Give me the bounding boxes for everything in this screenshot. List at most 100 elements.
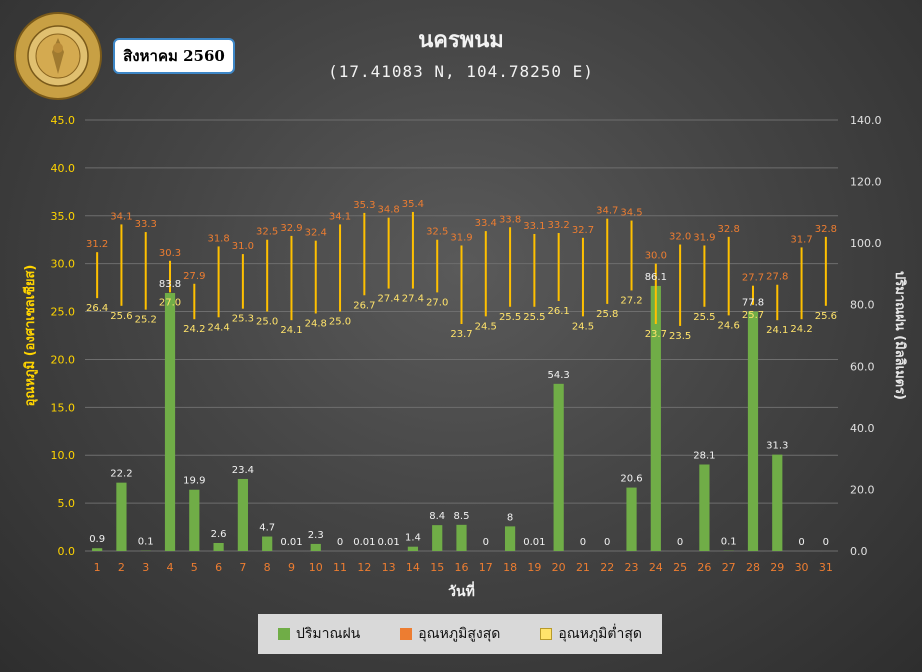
right-axis-tick-label: 100.0 — [850, 237, 882, 250]
rain-value-label: 0 — [580, 537, 586, 548]
rain-bar — [213, 542, 224, 551]
temperature-range-bar — [460, 245, 463, 325]
right-axis-tick-label: 40.0 — [850, 422, 875, 435]
temperature-range-bar — [800, 247, 803, 320]
temperature-range-bar — [727, 236, 730, 316]
x-axis-tick-label: 6 — [215, 561, 222, 574]
left-axis-tick-label: 15.0 — [51, 401, 76, 414]
rain-value-label: 8.5 — [454, 511, 470, 522]
right-axis-tick-label: 0.0 — [850, 545, 868, 558]
tmax-label: 31.8 — [207, 233, 229, 244]
left-axis-tick-label: 20.0 — [51, 353, 76, 366]
temperature-range-bar — [679, 244, 682, 326]
tmax-label: 33.3 — [135, 219, 157, 230]
rain-value-label: 77.8 — [742, 297, 764, 308]
tmax-label: 33.8 — [499, 214, 521, 225]
right-axis-tick-label: 20.0 — [850, 483, 875, 496]
tmax-label: 34.7 — [596, 206, 618, 217]
left-axis-tick-label: 25.0 — [51, 306, 76, 319]
temperature-range-bar — [217, 246, 220, 318]
x-axis-tick-label: 28 — [746, 561, 760, 574]
rain-value-label: 2.6 — [211, 529, 227, 540]
tmin-label: 27.0 — [426, 297, 448, 308]
rain-bar — [262, 536, 273, 551]
tmin-label: 27.2 — [620, 295, 642, 306]
rain-bar — [432, 525, 443, 551]
temperature-range-bar — [411, 211, 414, 289]
tmax-label: 31.2 — [86, 239, 108, 250]
rain-value-label: 0.01 — [353, 537, 375, 548]
rain-value-label: 54.3 — [548, 370, 570, 381]
tmin-label: 26.4 — [86, 303, 108, 314]
tmin-label: 25.0 — [329, 317, 351, 328]
temperature-range-bar — [533, 233, 536, 307]
rain-bar — [237, 478, 248, 551]
x-axis-tick-label: 7 — [239, 561, 246, 574]
tmax-label: 33.1 — [523, 221, 545, 232]
month-year-badge: สิงหาคม 2560 — [113, 38, 235, 74]
rain-bar — [407, 546, 419, 551]
x-axis-tick-label: 26 — [697, 561, 711, 574]
temperature-range-bar — [436, 239, 439, 293]
rain-value-label: 83.8 — [159, 279, 181, 290]
x-axis-tick-label: 30 — [795, 561, 809, 574]
rain-value-label: 19.9 — [183, 476, 205, 487]
left-axis-tick-label: 5.0 — [58, 497, 76, 510]
temperature-range-bar — [387, 217, 390, 289]
tmin-label: 25.8 — [596, 309, 618, 320]
x-axis-tick-label: 4 — [167, 561, 174, 574]
tmax-label: 30.0 — [645, 251, 667, 262]
tmin-label: 25.5 — [499, 312, 521, 323]
rain-value-label: 28.1 — [693, 450, 715, 461]
tmin-label: 26.1 — [548, 306, 570, 317]
rain-value-label: 23.4 — [232, 465, 254, 476]
tmax-label: 35.3 — [353, 200, 375, 211]
tmax-label: 35.4 — [402, 199, 424, 210]
rain-value-label: 0.01 — [377, 537, 399, 548]
rain-bar — [553, 383, 564, 551]
rain-bar — [772, 454, 783, 551]
rain-value-label: 0.9 — [89, 534, 105, 545]
left-axis-tick-label: 40.0 — [51, 162, 76, 175]
temperature-range-bar — [824, 236, 827, 306]
tmin-label: 26.7 — [353, 300, 375, 311]
right-axis-tick-label: 140.0 — [850, 114, 882, 127]
tmax-label: 33.4 — [475, 218, 497, 229]
x-axis-tick-label: 14 — [406, 561, 420, 574]
tmax-label: 30.3 — [159, 248, 181, 259]
department-logo — [14, 12, 102, 100]
x-axis-tick-label: 5 — [191, 561, 198, 574]
tmin-label: 24.6 — [718, 320, 740, 331]
tmax-label: 32.9 — [280, 223, 302, 234]
x-axis-tick-label: 17 — [479, 561, 493, 574]
rain-value-label: 22.2 — [110, 469, 132, 480]
rain-value-label: 0.01 — [280, 537, 302, 548]
rain-value-label: 0 — [337, 537, 343, 548]
tmax-label: 27.8 — [766, 272, 788, 283]
left-axis-tick-label: 35.0 — [51, 210, 76, 223]
x-axis-tick-label: 21 — [576, 561, 590, 574]
tmin-label: 24.5 — [475, 321, 497, 332]
rain-bar — [456, 524, 467, 551]
legend-rain-label: ปริมาณฝน — [295, 626, 361, 642]
x-axis-tick-label: 12 — [357, 561, 371, 574]
rain-bar — [626, 487, 637, 551]
rain-value-label: 8 — [507, 512, 513, 523]
left-axis-tick-label: 10.0 — [51, 449, 76, 462]
right-axis-title: ปริมาณฝน (มิลลิเมตร) — [892, 271, 907, 400]
rain-bar — [310, 543, 321, 551]
tmax-label: 32.8 — [815, 224, 837, 235]
tmin-label: 25.2 — [135, 315, 157, 326]
rain-bar — [92, 548, 103, 551]
temperature-range-bar — [484, 231, 487, 317]
rain-value-label: 86.1 — [645, 272, 667, 283]
x-axis-tick-label: 8 — [264, 561, 271, 574]
tmin-label: 25.7 — [742, 310, 764, 321]
tmax-label: 27.9 — [183, 271, 205, 282]
rain-value-label: 1.4 — [405, 533, 421, 544]
tmax-label: 34.5 — [620, 208, 642, 219]
x-axis-tick-label: 18 — [503, 561, 517, 574]
rain-value-label: 0 — [483, 537, 489, 548]
legend-rain: ปริมาณฝน — [277, 623, 361, 645]
